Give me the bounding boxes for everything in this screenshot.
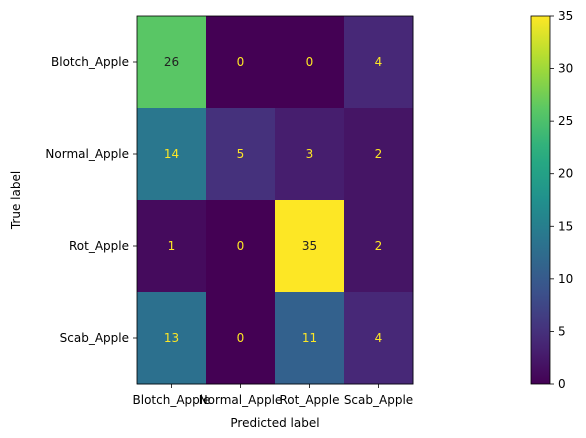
heatmap-cell (275, 200, 345, 293)
colorbar-ticks: 0 5 10 15 20 25 30 35 (550, 9, 573, 391)
heatmap-cell (344, 108, 414, 201)
cell-value-label: 0 (237, 239, 245, 253)
colorbar-tick-label: 15 (558, 219, 573, 233)
cell-value-label: 2 (375, 239, 383, 253)
y-tick-label: Rot_Apple (69, 239, 129, 253)
y-axis-label: True label (9, 171, 23, 230)
cell-value-labels: 26 0 0 4 14 5 3 2 1 0 35 2 13 0 11 4 (164, 55, 382, 345)
cell-value-label: 4 (375, 331, 383, 345)
heatmap-cell (137, 16, 207, 109)
heatmap-cell (275, 108, 345, 201)
y-tick-label: Blotch_Apple (51, 55, 129, 69)
heatmap-cell (206, 108, 276, 201)
cell-value-label: 13 (164, 331, 179, 345)
cell-value-label: 0 (237, 331, 245, 345)
heatmap-cell (206, 16, 276, 109)
heatmap-cell (206, 292, 276, 385)
heatmap-cell (275, 16, 345, 109)
x-tick-label: Normal_Apple (199, 393, 283, 407)
cell-value-label: 35 (302, 239, 317, 253)
heatmap-cell (137, 108, 207, 201)
colorbar-tick-label: 20 (558, 167, 573, 181)
x-tick-label: Scab_Apple (344, 393, 413, 407)
cell-value-label: 1 (168, 239, 176, 253)
colorbar-tick-label: 35 (558, 9, 573, 23)
cell-value-label: 2 (375, 147, 383, 161)
heatmap-cell (275, 292, 345, 385)
cell-value-label: 0 (237, 55, 245, 69)
cell-value-label: 0 (306, 55, 314, 69)
x-axis-label: Predicted label (230, 416, 319, 430)
colorbar-tick-label: 25 (558, 114, 573, 128)
cell-value-label: 3 (306, 147, 314, 161)
heatmap-cell (344, 16, 414, 109)
colorbar-tick-label: 0 (558, 377, 566, 391)
cell-value-label: 5 (237, 147, 245, 161)
heatmap-cells (137, 16, 414, 385)
x-tick-label: Blotch_Apple (133, 393, 211, 407)
cell-value-label: 4 (375, 55, 383, 69)
cell-value-label: 11 (302, 331, 317, 345)
colorbar-tick-label: 30 (558, 62, 573, 76)
x-tick-label: Rot_Apple (279, 393, 339, 407)
colorbar (530, 15, 551, 385)
heatmap-cell (344, 200, 414, 293)
y-tick-label: Scab_Apple (60, 331, 129, 345)
y-tick-label: Normal_Apple (45, 147, 129, 161)
cell-value-label: 26 (164, 55, 179, 69)
plot-frame (136, 15, 414, 385)
heatmap-cell (137, 292, 207, 385)
colorbar-tick-label: 5 (558, 324, 566, 338)
heatmap-cell (206, 200, 276, 293)
y-axis-ticks: Blotch_Apple Normal_Apple Rot_Apple Scab_Ap… (45, 55, 137, 345)
heatmap-cell (137, 200, 207, 293)
colorbar-tick-label: 10 (558, 272, 573, 286)
heatmap-cell (344, 292, 414, 385)
cell-value-label: 14 (164, 147, 179, 161)
